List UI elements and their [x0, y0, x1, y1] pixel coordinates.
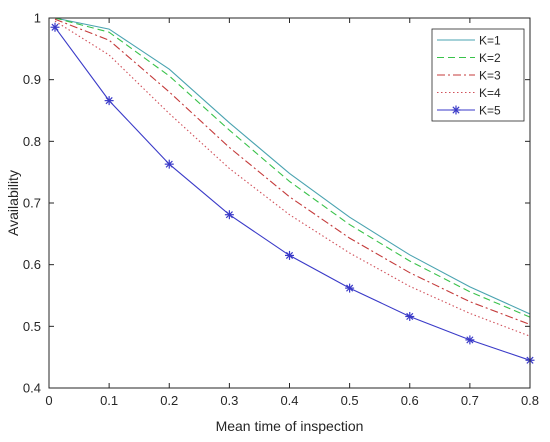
marker-stroke — [225, 211, 233, 219]
legend-label: K=2 — [479, 51, 501, 65]
legend: K=1 K=2 K=3 K=4 K=5 — [431, 28, 525, 122]
legend-label: K=5 — [479, 103, 501, 117]
series-k-5 — [50, 22, 535, 365]
x-tick-label: 0.5 — [341, 393, 359, 408]
marker-stroke — [346, 284, 354, 292]
y-axis-label: Availability — [5, 170, 21, 236]
legend-box — [431, 28, 525, 122]
series-k-1 — [54, 17, 531, 315]
legend-label: K=4 — [479, 86, 501, 100]
data-point-marker — [50, 22, 60, 32]
series-k-4 — [54, 20, 531, 337]
legend-marker — [451, 105, 461, 115]
x-tick-label: 0.1 — [100, 393, 118, 408]
x-tick-label: 0.3 — [220, 393, 238, 408]
series-group — [50, 17, 535, 365]
y-tick-label: 0.4 — [23, 381, 41, 396]
x-tick-label: 0.2 — [160, 393, 178, 408]
legend-label: K=3 — [479, 68, 501, 82]
x-axis-label: Mean time of inspection — [216, 418, 364, 434]
data-point-marker — [104, 96, 114, 106]
data-point-marker — [285, 250, 294, 260]
y-tick-label: 0.5 — [23, 319, 41, 334]
marker-stroke — [466, 336, 474, 344]
data-point-marker — [224, 210, 234, 220]
series-line — [54, 17, 531, 315]
data-point-marker — [164, 159, 174, 169]
y-tick-label: 0.6 — [23, 257, 41, 272]
y-tick-label: 0.8 — [23, 134, 41, 149]
series-line — [54, 18, 531, 326]
y-tick-label: 1 — [34, 11, 41, 26]
y-tick-label: 0.7 — [23, 196, 41, 211]
x-tick-label: 0.8 — [521, 393, 539, 408]
plot-frame — [48, 17, 531, 389]
axis-ticks: 0 0.1 0.2 0.3 0.4 0.5 0.6 0.7 0.8 0.4 0.5 0.6 0.7 0.8… — [23, 11, 539, 409]
legend-label: K=1 — [479, 33, 501, 47]
data-point-marker — [345, 283, 355, 293]
data-point-marker — [465, 335, 475, 345]
marker-stroke — [165, 160, 173, 168]
series-k-2 — [54, 17, 531, 318]
marker-stroke — [105, 97, 113, 105]
x-tick-label: 0.4 — [280, 393, 298, 408]
series-line — [54, 17, 531, 318]
x-tick-label: 0.6 — [401, 393, 419, 408]
marker-stroke — [51, 23, 59, 31]
marker-stroke — [452, 106, 460, 114]
marker-stroke — [285, 251, 294, 259]
x-tick-label: 0 — [45, 393, 52, 408]
marker-stroke — [406, 312, 414, 321]
x-tick-label: 0.7 — [461, 393, 479, 408]
series-line — [54, 20, 531, 337]
data-point-marker — [405, 311, 415, 321]
y-tick-label: 0.9 — [23, 72, 41, 87]
series-k-3 — [54, 18, 531, 326]
